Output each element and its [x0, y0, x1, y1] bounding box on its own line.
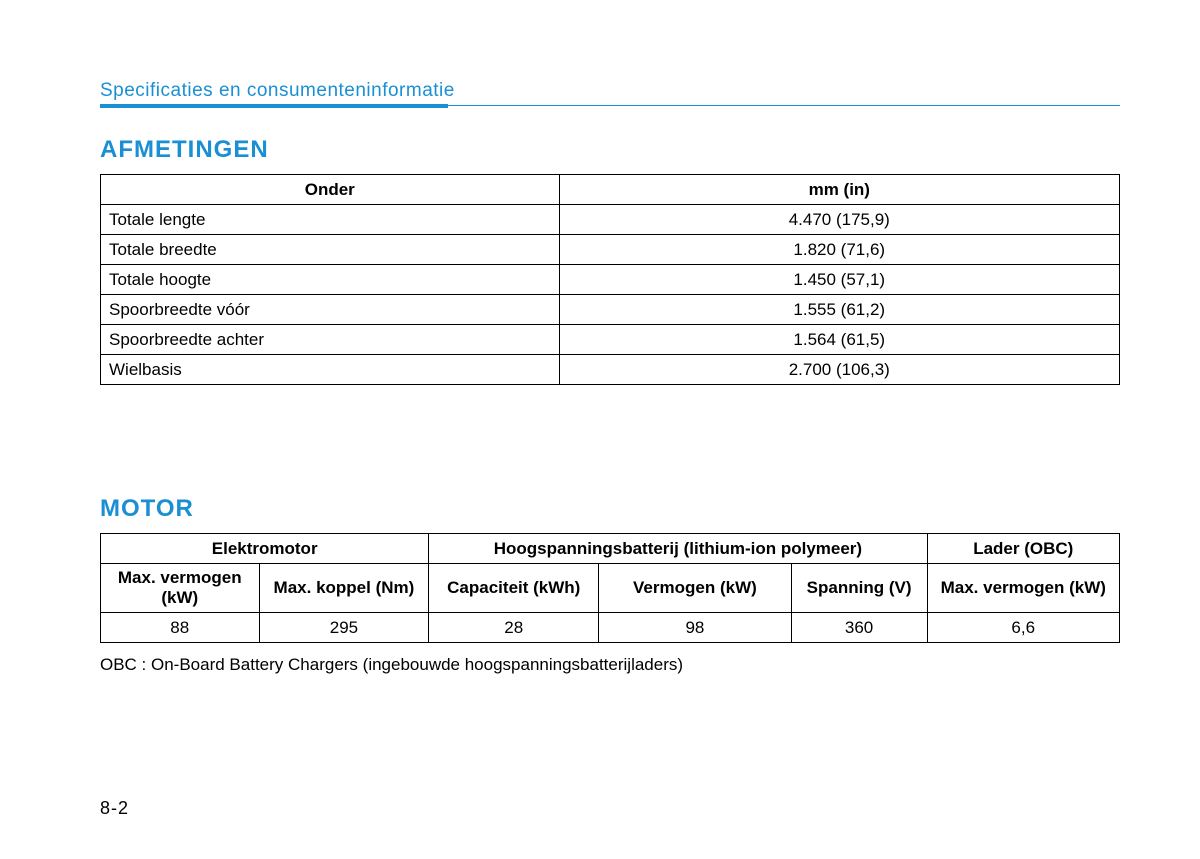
motor-table: Elektromotor Hoogspanningsbatterij (lith… — [100, 533, 1120, 643]
dim-value: 1.820 (71,6) — [559, 235, 1119, 265]
motor-val-max-vermogen: 88 — [101, 613, 260, 643]
dim-value: 1.564 (61,5) — [559, 325, 1119, 355]
motor-sub-obc-max-vermogen: Max. vermogen (kW) — [927, 564, 1120, 613]
breadcrumb-underline — [100, 104, 448, 108]
motor-group-elektromotor: Elektromotor — [101, 534, 429, 564]
page-number: 8-2 — [100, 798, 129, 819]
motor-val-vermogen: 98 — [599, 613, 791, 643]
table-row: Spoorbreedte achter 1.564 (61,5) — [101, 325, 1120, 355]
table-row: Spoorbreedte vóór 1.555 (61,2) — [101, 295, 1120, 325]
breadcrumb-text: Specificaties en consumenteninformatie — [100, 80, 455, 101]
dim-label: Wielbasis — [101, 355, 560, 385]
dim-label: Totale lengte — [101, 205, 560, 235]
motor-val-capaciteit: 28 — [429, 613, 599, 643]
dim-value: 1.450 (57,1) — [559, 265, 1119, 295]
dim-value: 4.470 (175,9) — [559, 205, 1119, 235]
motor-sub-max-koppel: Max. koppel (Nm) — [259, 564, 429, 613]
dimensions-col-value: mm (in) — [559, 175, 1119, 205]
dim-label: Totale breedte — [101, 235, 560, 265]
table-row: Totale breedte 1.820 (71,6) — [101, 235, 1120, 265]
motor-group-hv-batterij: Hoogspanningsbatterij (lithium-ion polym… — [429, 534, 927, 564]
motor-val-obc-max-vermogen: 6,6 — [927, 613, 1120, 643]
section-title-motor: MOTOR — [100, 495, 1120, 523]
motor-footnote: OBC : On-Board Battery Chargers (ingebou… — [100, 655, 1120, 675]
dim-label: Spoorbreedte vóór — [101, 295, 560, 325]
dim-value: 1.555 (61,2) — [559, 295, 1119, 325]
motor-sub-max-vermogen: Max. vermogen (kW) — [101, 564, 260, 613]
dim-label: Spoorbreedte achter — [101, 325, 560, 355]
breadcrumb-thinline — [448, 105, 1120, 106]
dimensions-col-label: Onder — [101, 175, 560, 205]
table-header-row: Onder mm (in) — [101, 175, 1120, 205]
dimensions-table: Onder mm (in) Totale lengte 4.470 (175,9… — [100, 174, 1120, 385]
motor-sub-spanning: Spanning (V) — [791, 564, 927, 613]
table-subheader-row: Max. vermogen (kW) Max. koppel (Nm) Capa… — [101, 564, 1120, 613]
motor-group-lader: Lader (OBC) — [927, 534, 1120, 564]
section-title-dimensions: AFMETINGEN — [100, 136, 1120, 164]
breadcrumb: Specificaties en consumenteninformatie — [100, 80, 1120, 108]
table-row: 88 295 28 98 360 6,6 — [101, 613, 1120, 643]
motor-sub-vermogen: Vermogen (kW) — [599, 564, 791, 613]
dim-value: 2.700 (106,3) — [559, 355, 1119, 385]
table-header-row: Elektromotor Hoogspanningsbatterij (lith… — [101, 534, 1120, 564]
section-gap — [100, 385, 1120, 495]
table-row: Wielbasis 2.700 (106,3) — [101, 355, 1120, 385]
table-row: Totale hoogte 1.450 (57,1) — [101, 265, 1120, 295]
motor-sub-capaciteit: Capaciteit (kWh) — [429, 564, 599, 613]
dim-label: Totale hoogte — [101, 265, 560, 295]
motor-val-max-koppel: 295 — [259, 613, 429, 643]
motor-val-spanning: 360 — [791, 613, 927, 643]
table-row: Totale lengte 4.470 (175,9) — [101, 205, 1120, 235]
